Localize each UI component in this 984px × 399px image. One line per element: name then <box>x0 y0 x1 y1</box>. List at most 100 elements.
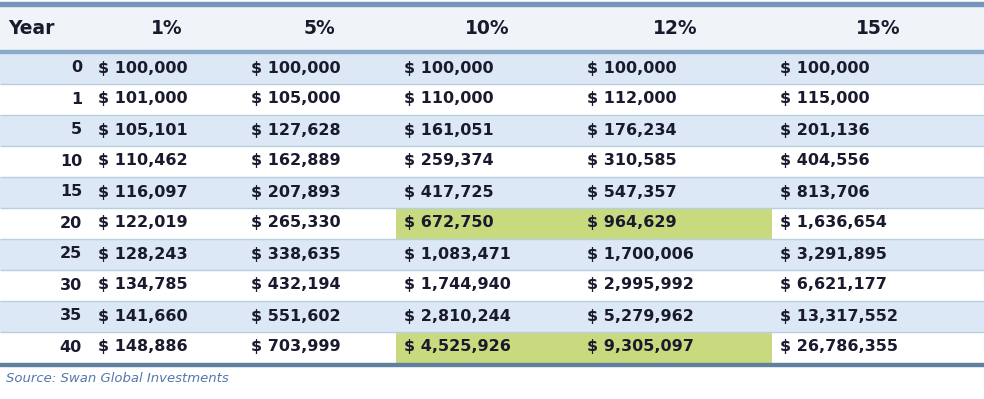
Text: $ 201,136: $ 201,136 <box>780 122 870 138</box>
Text: $ 9,305,097: $ 9,305,097 <box>587 340 694 354</box>
Text: 0: 0 <box>71 61 82 75</box>
Text: 15%: 15% <box>856 18 900 38</box>
Bar <box>396 332 579 363</box>
Bar <box>772 146 984 176</box>
Bar <box>243 332 396 363</box>
Text: $ 338,635: $ 338,635 <box>251 247 340 261</box>
Text: $ 1,700,006: $ 1,700,006 <box>587 247 694 261</box>
Bar <box>90 300 243 332</box>
Bar <box>772 332 984 363</box>
Bar <box>396 300 579 332</box>
Text: $ 13,317,552: $ 13,317,552 <box>780 308 898 324</box>
Bar <box>772 176 984 207</box>
Bar <box>772 207 984 239</box>
Text: $ 100,000: $ 100,000 <box>98 61 188 75</box>
Bar <box>396 115 579 146</box>
Bar <box>579 115 772 146</box>
Text: $ 116,097: $ 116,097 <box>98 184 188 200</box>
Bar <box>243 115 396 146</box>
Text: $ 105,000: $ 105,000 <box>251 91 340 107</box>
Text: 10: 10 <box>60 154 82 168</box>
Bar <box>0 53 90 83</box>
Text: $ 134,785: $ 134,785 <box>98 277 188 292</box>
Text: $ 161,051: $ 161,051 <box>404 122 494 138</box>
Text: $ 703,999: $ 703,999 <box>251 340 340 354</box>
Bar <box>579 269 772 300</box>
Text: $ 265,330: $ 265,330 <box>251 215 340 231</box>
Text: $ 207,893: $ 207,893 <box>251 184 340 200</box>
Bar <box>396 83 579 115</box>
Text: $ 162,889: $ 162,889 <box>251 154 340 168</box>
Bar <box>0 332 90 363</box>
Text: $ 1,083,471: $ 1,083,471 <box>404 247 511 261</box>
Text: 1: 1 <box>71 91 82 107</box>
Bar <box>579 53 772 83</box>
Bar <box>90 269 243 300</box>
Text: $ 672,750: $ 672,750 <box>404 215 494 231</box>
Text: $ 122,019: $ 122,019 <box>98 215 188 231</box>
Bar <box>772 239 984 269</box>
Text: $ 110,462: $ 110,462 <box>98 154 188 168</box>
Text: $ 2,995,992: $ 2,995,992 <box>587 277 694 292</box>
Bar <box>0 176 90 207</box>
Text: 10%: 10% <box>465 18 510 38</box>
Bar <box>90 239 243 269</box>
Bar <box>579 332 772 363</box>
Text: $ 2,810,244: $ 2,810,244 <box>404 308 511 324</box>
Bar <box>0 300 90 332</box>
Bar <box>579 300 772 332</box>
Bar <box>579 207 772 239</box>
Text: $ 141,660: $ 141,660 <box>98 308 188 324</box>
Text: 1%: 1% <box>151 18 182 38</box>
Text: $ 112,000: $ 112,000 <box>587 91 677 107</box>
Bar <box>243 239 396 269</box>
Bar <box>772 300 984 332</box>
Text: Source: Swan Global Investments: Source: Swan Global Investments <box>6 373 228 385</box>
Bar <box>243 207 396 239</box>
Bar <box>0 115 90 146</box>
Bar <box>0 239 90 269</box>
Bar <box>396 176 579 207</box>
Text: 20: 20 <box>60 215 82 231</box>
Bar <box>0 6 984 50</box>
Text: $ 148,886: $ 148,886 <box>98 340 188 354</box>
Bar <box>579 83 772 115</box>
Bar <box>243 176 396 207</box>
Bar <box>243 146 396 176</box>
Text: $ 259,374: $ 259,374 <box>404 154 494 168</box>
Text: $ 100,000: $ 100,000 <box>404 61 494 75</box>
Bar <box>772 83 984 115</box>
Bar <box>772 269 984 300</box>
Text: $ 813,706: $ 813,706 <box>780 184 870 200</box>
Bar <box>90 176 243 207</box>
Bar <box>90 332 243 363</box>
Bar <box>772 53 984 83</box>
Text: $ 432,194: $ 432,194 <box>251 277 340 292</box>
Bar <box>90 115 243 146</box>
Bar <box>0 269 90 300</box>
Bar <box>90 207 243 239</box>
Bar <box>579 239 772 269</box>
Text: $ 101,000: $ 101,000 <box>98 91 188 107</box>
Text: Year: Year <box>8 18 54 38</box>
Text: $ 105,101: $ 105,101 <box>98 122 188 138</box>
Bar <box>243 53 396 83</box>
Bar <box>579 146 772 176</box>
Text: $ 110,000: $ 110,000 <box>404 91 494 107</box>
Bar <box>243 269 396 300</box>
Text: $ 100,000: $ 100,000 <box>251 61 340 75</box>
Text: $ 964,629: $ 964,629 <box>587 215 677 231</box>
Text: $ 404,556: $ 404,556 <box>780 154 870 168</box>
Text: $ 4,525,926: $ 4,525,926 <box>404 340 511 354</box>
Text: 35: 35 <box>60 308 82 324</box>
Text: $ 128,243: $ 128,243 <box>98 247 188 261</box>
Bar <box>396 239 579 269</box>
Bar <box>90 146 243 176</box>
Bar <box>0 146 90 176</box>
Text: $ 3,291,895: $ 3,291,895 <box>780 247 887 261</box>
Bar <box>0 83 90 115</box>
Text: 12%: 12% <box>653 18 698 38</box>
Bar <box>90 53 243 83</box>
Text: $ 551,602: $ 551,602 <box>251 308 340 324</box>
Bar <box>0 207 90 239</box>
